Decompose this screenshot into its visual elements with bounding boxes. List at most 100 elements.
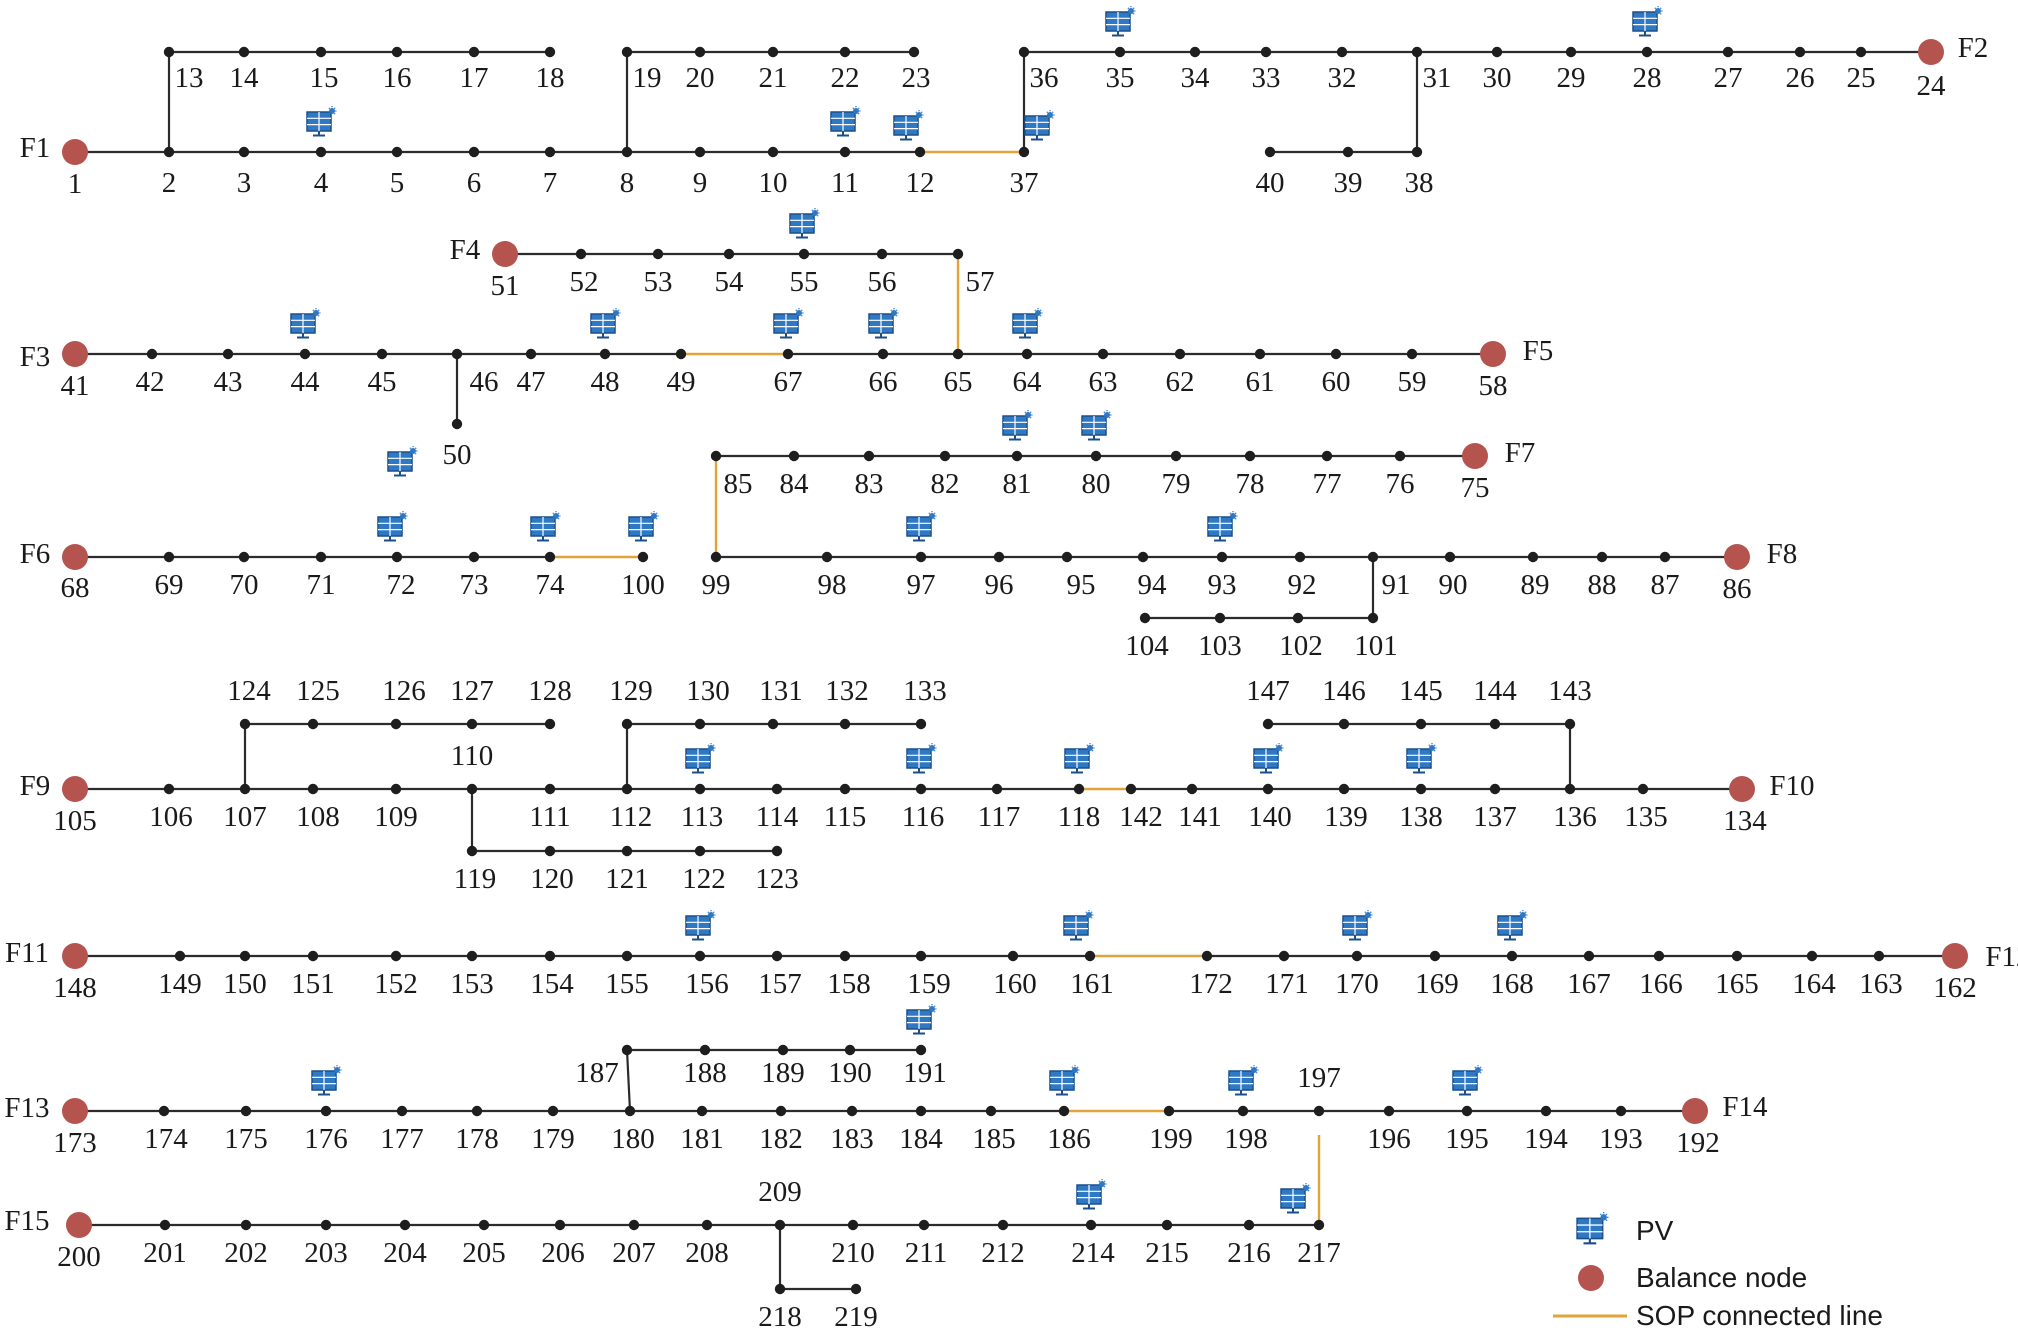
node-label-99: 99 [702,569,731,601]
bus-node-88 [1596,551,1608,563]
bus-node-29 [1565,46,1577,58]
node-label-192: 192 [1676,1127,1720,1159]
bus-node-38 [1411,146,1423,158]
node-label-106: 106 [149,801,193,833]
feeder-label-F3: F3 [20,341,51,373]
node-label-66: 66 [869,366,898,398]
node-label-95: 95 [1067,569,1096,601]
bus-node-18 [544,46,556,58]
node-label-5: 5 [390,167,405,199]
node-label-46: 46 [470,366,499,398]
node-label-85: 85 [724,468,753,500]
bus-node-204 [399,1219,411,1231]
solar-panel-icon [306,106,337,137]
node-label-26: 26 [1786,62,1815,94]
node-label-121: 121 [605,863,649,895]
bus-node-52 [575,248,587,260]
bus-node-39 [1342,146,1354,158]
node-label-81: 81 [1003,468,1032,500]
bus-node-33 [1260,46,1272,58]
bus-node-121 [621,845,633,857]
node-label-50: 50 [443,439,472,471]
bus-node-206 [554,1219,566,1231]
bus-node-44 [299,348,311,360]
node-label-159: 159 [907,968,951,1000]
bus-node-102 [1292,612,1304,624]
solar-panel-icon [590,308,621,339]
bus-node-190 [844,1044,856,1056]
node-label-150: 150 [223,968,267,1000]
bus-node-212 [997,1219,1009,1231]
node-label-70: 70 [230,569,259,601]
solar-panel-icon [1632,6,1663,37]
solar-panel-icon [1064,743,1095,774]
solar-panel-icon [1063,910,1094,941]
node-label-84: 84 [780,468,810,500]
bus-node-50 [451,418,463,430]
node-label-13: 13 [175,62,204,94]
node-label-153: 153 [450,968,494,1000]
node-label-208: 208 [685,1237,729,1269]
feeder-label-F6: F6 [20,538,51,570]
bus-node-140 [1262,783,1274,795]
bus-node-30 [1491,46,1503,58]
bus-node-19 [621,46,633,58]
solar-panel-icon [906,511,937,542]
nodes-layer [62,39,1968,1295]
node-label-164: 164 [1792,968,1836,1000]
node-label-207: 207 [612,1237,656,1269]
bus-node-187 [621,1044,633,1056]
node-label-108: 108 [296,801,340,833]
feeder-label-F9: F9 [20,770,51,802]
bus-node-21 [767,46,779,58]
node-label-105: 105 [53,805,97,837]
node-label-65: 65 [944,366,973,398]
feeder-label-F5: F5 [1523,335,1554,367]
solar-panel-icon [685,910,716,941]
bus-node-108 [307,783,319,795]
node-label-143: 143 [1548,675,1592,707]
edges-layer [75,50,1955,1291]
node-label-34: 34 [1181,62,1211,94]
node-label-123: 123 [755,863,799,895]
bus-node-161 [1084,950,1096,962]
bus-node-74 [544,551,556,563]
bus-node-141 [1186,783,1198,795]
node-label-196: 196 [1367,1123,1411,1155]
node-label-55: 55 [790,266,819,298]
bus-node-47 [525,348,537,360]
bus-node-185 [985,1105,997,1117]
bus-node-31 [1411,46,1423,58]
node-label-127: 127 [450,675,494,707]
bus-node-98 [821,551,833,563]
node-label-134: 134 [1723,805,1767,837]
bus-node-158 [839,950,851,962]
node-label-171: 171 [1265,968,1309,1000]
node-label-214: 214 [1071,1237,1115,1269]
node-label-111: 111 [529,801,570,833]
bus-node-128 [544,718,556,730]
feeder-label-F2: F2 [1958,32,1989,64]
node-label-199: 199 [1149,1123,1193,1155]
node-label-76: 76 [1386,468,1415,500]
node-label-97: 97 [907,569,936,601]
node-label-162: 162 [1933,972,1977,1004]
node-label-200: 200 [57,1241,101,1273]
solar-panel-icon [1081,410,1112,441]
bus-node-203 [320,1219,332,1231]
node-label-184: 184 [899,1123,943,1155]
bus-node-195 [1461,1105,1473,1117]
node-label-93: 93 [1208,569,1237,601]
node-label-94: 94 [1138,569,1168,601]
node-label-166: 166 [1639,968,1683,1000]
bus-node-43 [222,348,234,360]
node-label-52: 52 [570,266,599,298]
node-label-2: 2 [162,167,177,199]
bus-node-171 [1278,950,1290,962]
node-label-60: 60 [1322,366,1351,398]
bus-node-139 [1338,783,1350,795]
node-label-75: 75 [1461,472,1490,504]
node-label-3: 3 [237,167,252,199]
bus-node-109 [390,783,402,795]
